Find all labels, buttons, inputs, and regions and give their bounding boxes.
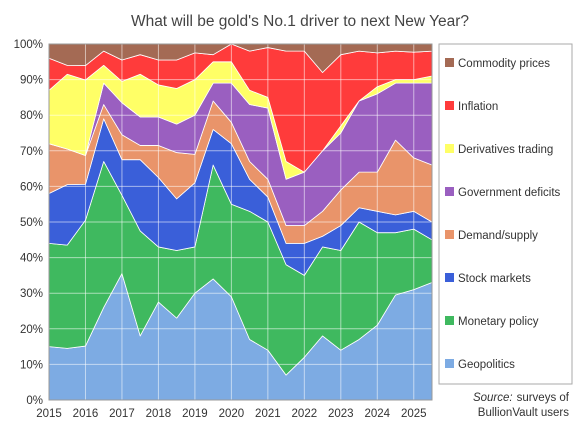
y-tick-label: 30% (20, 288, 43, 300)
legend-swatch (445, 58, 454, 67)
legend-swatch (445, 359, 454, 368)
y-tick-label: 0% (26, 395, 43, 407)
legend-swatch (445, 144, 454, 153)
legend-swatch (445, 316, 454, 325)
y-tick-label: 100% (14, 39, 43, 51)
chart-title: What will be gold's No.1 driver to next … (131, 13, 469, 30)
legend-label: Demand/supply (458, 230, 538, 242)
source-note: Source: surveys of BullionVault users (473, 392, 570, 419)
axes: 0% 10% 20% 30% 40% 50% 60% 70% 80% 90% 100% 2015 201… (14, 39, 433, 420)
y-tick-label: 70% (20, 146, 43, 158)
x-tick-label: 2015 (36, 408, 62, 420)
legend-label: Stock markets (458, 273, 531, 285)
legend-label: Geopolitics (458, 359, 515, 371)
y-tick-label: 60% (20, 181, 43, 193)
legend-swatch (445, 101, 454, 110)
x-tick-label: 2021 (255, 408, 281, 420)
x-tick-label: 2020 (219, 408, 245, 420)
legend-label: Monetary policy (458, 316, 539, 328)
source-label: Source: (473, 392, 513, 404)
plot-border (48, 43, 433, 401)
source-text-1: surveys of (517, 392, 570, 404)
legend-box (438, 43, 573, 385)
x-tick-label: 2025 (401, 408, 427, 420)
y-tick-label: 20% (20, 324, 43, 336)
legend-label: Government deficits (458, 187, 561, 199)
x-tick-label: 2018 (146, 408, 172, 420)
legend-label: Commodity prices (458, 58, 550, 70)
legend-swatch (445, 187, 454, 196)
y-tick-label: 10% (20, 359, 43, 371)
y-tick-label: 40% (20, 253, 43, 265)
x-tick-label: 2016 (73, 408, 99, 420)
y-tick-label: 50% (20, 217, 43, 229)
x-tick-label: 2023 (328, 408, 354, 420)
source-line-2: BullionVault users (478, 407, 569, 419)
legend-label: Derivatives trading (458, 144, 553, 156)
source-line-1: Source: surveys of (473, 392, 570, 404)
legend-swatch (445, 273, 454, 282)
legend-swatch (445, 230, 454, 239)
plot-area (48, 43, 433, 401)
legend: Commodity prices Inflation Derivatives tra… (438, 43, 573, 385)
x-tick-label: 2022 (292, 408, 318, 420)
y-tick-label: 90% (20, 75, 43, 87)
x-tick-label: 2019 (182, 408, 208, 420)
y-tick-label: 80% (20, 110, 43, 122)
x-tick-label: 2024 (364, 408, 390, 420)
x-tick-label: 2017 (109, 408, 135, 420)
legend-label: Inflation (458, 101, 498, 113)
